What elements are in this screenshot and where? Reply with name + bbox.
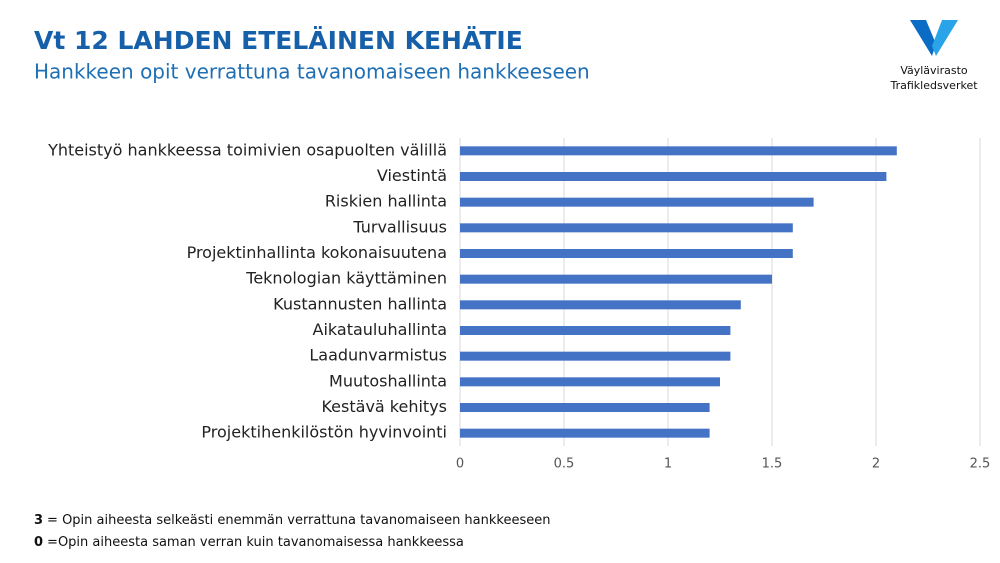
bar bbox=[460, 197, 814, 207]
y-tick-label: Muutoshallinta bbox=[329, 371, 447, 390]
bar bbox=[460, 326, 731, 335]
notes: 3 = Opin aiheesta selkeästi enemmän verra… bbox=[34, 513, 550, 550]
y-tick-label: Kustannusten hallinta bbox=[273, 294, 447, 313]
y-tick-label: Aikatauluhallinta bbox=[313, 320, 447, 339]
y-tick-label: Turvallisuus bbox=[352, 217, 447, 236]
x-tick-label: 0 bbox=[456, 457, 464, 472]
logo-left bbox=[910, 20, 936, 56]
bar bbox=[460, 274, 772, 284]
x-tick-label: 2 bbox=[872, 457, 880, 472]
note-key: 3 bbox=[34, 513, 43, 528]
x-tick-label: 0.5 bbox=[554, 457, 575, 472]
bar bbox=[460, 377, 720, 387]
bar bbox=[460, 146, 897, 156]
bar bbox=[460, 403, 710, 412]
y-tick-label: Kestävä kehitys bbox=[321, 397, 447, 416]
bar bbox=[460, 351, 731, 361]
logo-right bbox=[932, 20, 958, 56]
note-text: = Opin aiheesta selkeästi enemmän verrat… bbox=[47, 513, 550, 528]
note: 3 = Opin aiheesta selkeästi enemmän verra… bbox=[34, 513, 550, 528]
note-text: =Opin aiheesta saman verran kuin tavanom… bbox=[47, 535, 464, 550]
subtitle: Hankkeen opit verrattuna tavanomaiseen h… bbox=[34, 60, 590, 84]
note-key: 0 bbox=[34, 535, 43, 550]
logo-text: Trafikledsverket bbox=[889, 79, 978, 92]
title: Vt 12 LAHDEN ETELÄINEN KEHÄTIE bbox=[34, 25, 523, 55]
bar bbox=[460, 249, 793, 258]
x-tick-label: 2.5 bbox=[970, 457, 991, 472]
note: 0 =Opin aiheesta saman verran kuin tavano… bbox=[34, 535, 464, 550]
logo: Väylävirasto Trafikledsverket bbox=[889, 20, 978, 92]
y-tick-label: Viestintä bbox=[377, 166, 447, 185]
y-tick-label: Laadunvarmistus bbox=[309, 346, 447, 365]
y-tick-label: Projektihenkilöstön hyvinvointi bbox=[201, 423, 447, 442]
y-tick-label: Riskien hallinta bbox=[325, 192, 447, 211]
y-tick-label: Yhteistyö hankkeessa toimivien osapuolte… bbox=[47, 140, 447, 159]
logo-text: Väylävirasto bbox=[900, 64, 968, 77]
y-tick-label: Teknologian käyttäminen bbox=[245, 269, 447, 288]
bar bbox=[460, 300, 741, 310]
bar bbox=[460, 172, 887, 181]
bar bbox=[460, 223, 793, 233]
x-tick-label: 1.5 bbox=[762, 457, 783, 472]
x-tick-label: 1 bbox=[664, 457, 672, 472]
y-tick-label: Projektinhallinta kokonaisuutena bbox=[187, 243, 447, 262]
bar bbox=[460, 428, 710, 438]
